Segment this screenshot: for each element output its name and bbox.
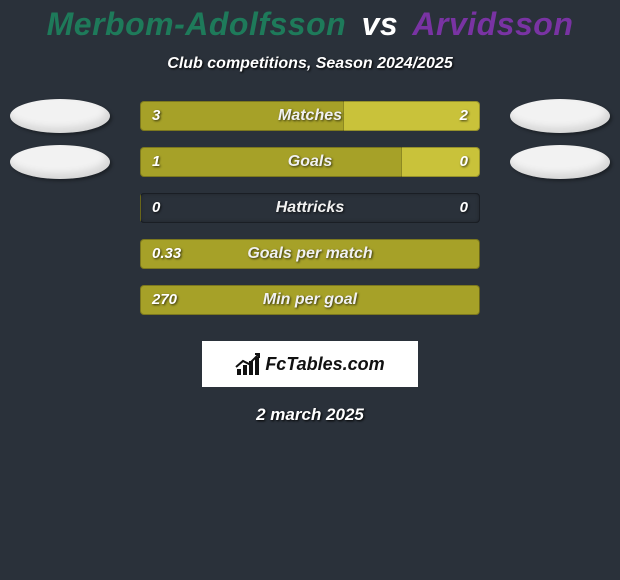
stat-row: 32Matches: [0, 101, 620, 147]
date-text: 2 march 2025: [0, 405, 620, 425]
subtitle: Club competitions, Season 2024/2025: [0, 55, 620, 73]
player2-name: Arvidsson: [412, 6, 573, 42]
bar-area: 32Matches: [140, 101, 480, 131]
stat-row: 0.33Goals per match: [0, 239, 620, 285]
bar-area: 0.33Goals per match: [140, 239, 480, 269]
logo-text: FcTables.com: [265, 354, 384, 375]
vs-text: vs: [362, 6, 399, 42]
stat-row: 10Goals: [0, 147, 620, 193]
page-title: Merbom-Adolfsson vs Arvidsson: [0, 6, 620, 43]
player2-avatar: [510, 145, 610, 179]
chart-container: Merbom-Adolfsson vs Arvidsson Club compe…: [0, 0, 620, 580]
player1-avatar: [10, 145, 110, 179]
stat-row: 270Min per goal: [0, 285, 620, 331]
bar-area: 10Goals: [140, 147, 480, 177]
logo-box: FcTables.com: [202, 341, 418, 387]
stat-label: Hattricks: [140, 193, 480, 223]
stat-label: Goals: [140, 147, 480, 177]
player2-avatar: [510, 99, 610, 133]
stat-label: Min per goal: [140, 285, 480, 315]
stats-rows: 32Matches 10Goals 00Hattricks 0.33Goals per…: [0, 101, 620, 331]
bar-area: 270Min per goal: [140, 285, 480, 315]
player1-name: Merbom-Adolfsson: [47, 6, 347, 42]
barchart-icon: [235, 353, 261, 375]
stat-label: Goals per match: [140, 239, 480, 269]
stat-label: Matches: [140, 101, 480, 131]
bar-area: 00Hattricks: [140, 193, 480, 223]
player1-avatar: [10, 99, 110, 133]
stat-row: 00Hattricks: [0, 193, 620, 239]
